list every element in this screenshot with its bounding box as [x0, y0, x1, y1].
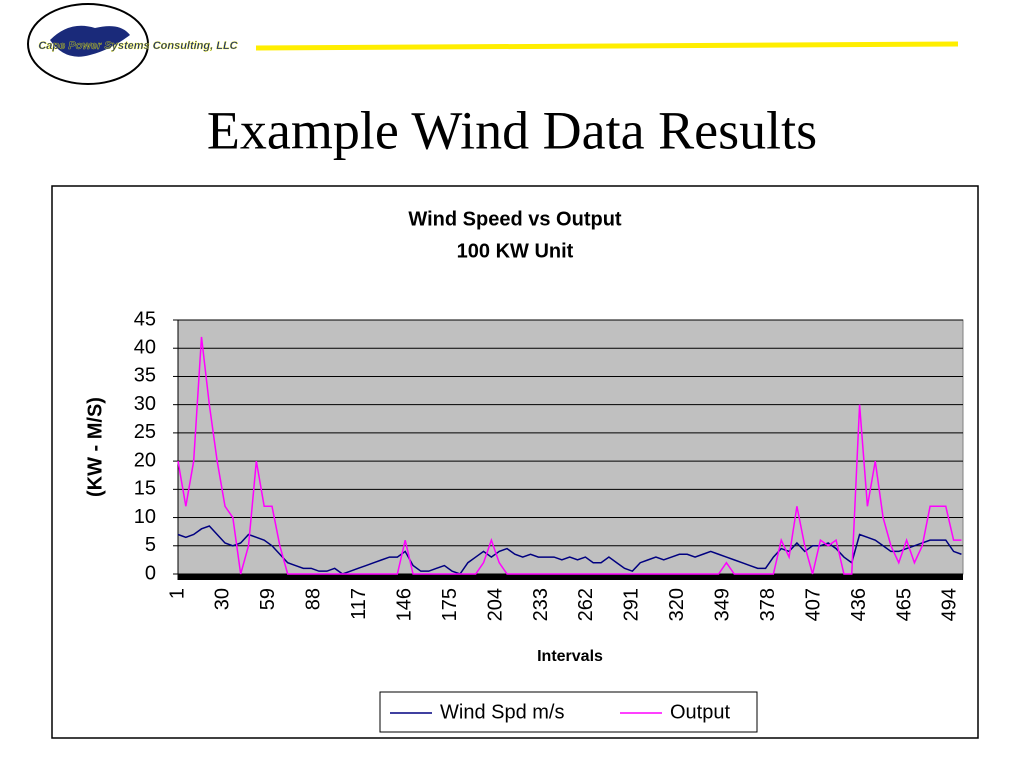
x-tick-label: 436	[848, 588, 870, 621]
series-line	[177, 525, 962, 575]
y-tick-label: 45	[134, 308, 156, 330]
chart-subtitle: 100 KW Unit	[457, 240, 574, 262]
x-tick-label: 233	[530, 588, 552, 621]
x-tick-label: 320	[666, 588, 688, 621]
y-tick-label: 30	[134, 393, 156, 415]
chart-title: Wind Speed vs Output	[408, 208, 621, 230]
x-tick-label: 117	[348, 588, 370, 620]
legend-label: Output	[670, 701, 730, 723]
y-tick-label: 15	[134, 478, 156, 500]
x-tick-label: 175	[439, 588, 461, 621]
y-tick-label: 20	[134, 449, 156, 471]
y-tick-label: 35	[134, 365, 156, 387]
x-tick-label: 204	[484, 588, 506, 621]
x-tick-label: 88	[303, 588, 325, 610]
x-tick-label: 349	[712, 588, 734, 621]
x-tick-label: 30	[212, 588, 234, 610]
x-tick-label: 407	[802, 588, 824, 621]
series-line	[177, 336, 962, 575]
y-tick-label: 5	[145, 534, 156, 556]
y-tick-label: 25	[134, 421, 156, 443]
x-axis-ticks-band	[178, 574, 963, 580]
x-tick-label: 146	[393, 588, 415, 621]
x-tick-label: 494	[939, 588, 961, 621]
x-tick-label: 378	[757, 588, 779, 621]
x-axis-label: Intervals	[537, 648, 603, 665]
x-tick-label: 262	[575, 588, 597, 621]
x-tick-label: 465	[893, 588, 915, 621]
logo-map	[50, 25, 130, 57]
x-tick-label: 1	[166, 588, 188, 599]
slide-title: Example Wind Data Results	[207, 100, 817, 160]
legend-label: Wind Spd m/s	[440, 701, 564, 723]
plot-area	[177, 319, 964, 575]
legend-box	[379, 691, 758, 733]
y-tick-label: 10	[134, 506, 156, 528]
header-rule	[255, 41, 959, 51]
logo-text: Cape Power Systems Consulting, LLC	[38, 40, 238, 52]
x-tick-label: 291	[621, 588, 643, 621]
y-axis-label: (KW - M/S)	[84, 397, 106, 497]
x-tick-label: 59	[257, 588, 279, 610]
y-tick-label: 40	[134, 337, 156, 359]
y-tick-label: 0	[145, 562, 156, 584]
